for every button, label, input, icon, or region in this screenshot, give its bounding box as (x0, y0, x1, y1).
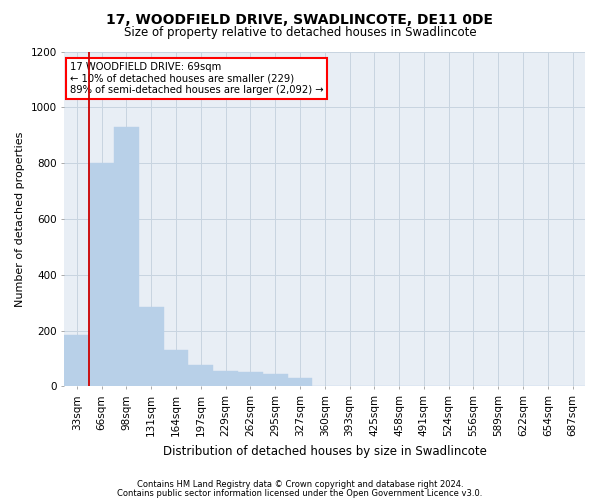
Text: Size of property relative to detached houses in Swadlincote: Size of property relative to detached ho… (124, 26, 476, 39)
Bar (64, 335, 89, 386)
Y-axis label: Number of detached properties: Number of detached properties (15, 132, 25, 306)
Text: 17 WOODFIELD DRIVE: 69sqm
← 10% of detached houses are smaller (229)
89% of semi: 17 WOODFIELD DRIVE: 69sqm ← 10% of detac… (70, 62, 323, 94)
Bar (89, 163, 114, 386)
Bar (287, 378, 313, 386)
Text: Contains public sector information licensed under the Open Government Licence v3: Contains public sector information licen… (118, 489, 482, 498)
Bar (213, 371, 238, 386)
Text: 17, WOODFIELD DRIVE, SWADLINCOTE, DE11 0DE: 17, WOODFIELD DRIVE, SWADLINCOTE, DE11 0… (107, 12, 493, 26)
Bar (238, 372, 263, 386)
Bar (114, 127, 139, 386)
Bar (164, 350, 188, 387)
Bar (139, 307, 164, 386)
Text: Contains HM Land Registry data © Crown copyright and database right 2024.: Contains HM Land Registry data © Crown c… (137, 480, 463, 489)
X-axis label: Distribution of detached houses by size in Swadlincote: Distribution of detached houses by size … (163, 444, 487, 458)
Bar (263, 374, 287, 386)
Bar (188, 366, 213, 386)
